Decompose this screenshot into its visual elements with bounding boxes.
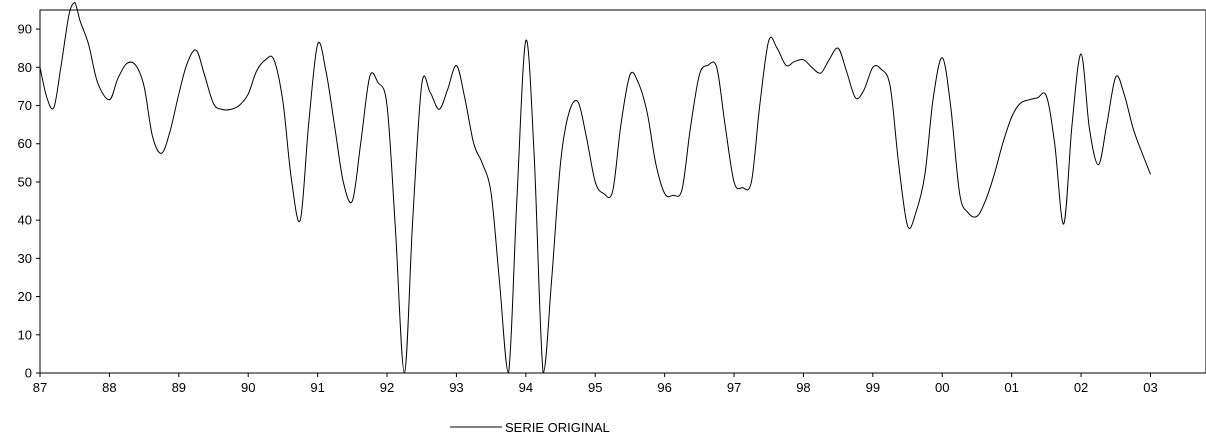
x-axis: 87 88 89 90 91 92 93 94 95 96 97 98 99 00 01 02 03 bbox=[33, 373, 1158, 395]
y-tick-label: 80 bbox=[18, 60, 32, 75]
y-tick-label: 60 bbox=[18, 136, 32, 151]
x-tick-label: 88 bbox=[102, 380, 116, 395]
x-tick-label: 93 bbox=[449, 380, 463, 395]
y-tick-label: 10 bbox=[18, 327, 32, 342]
x-tick-label: 99 bbox=[866, 380, 880, 395]
plot-area-frame bbox=[39, 9, 1206, 374]
x-tick-label: 97 bbox=[727, 380, 741, 395]
x-tick-label: 90 bbox=[241, 380, 255, 395]
x-tick-label: 95 bbox=[588, 380, 602, 395]
series-layer bbox=[39, 1, 1151, 374]
series-line-serie-original bbox=[39, 1, 1151, 374]
x-tick-label: 98 bbox=[796, 380, 810, 395]
x-tick-label: 89 bbox=[172, 380, 186, 395]
y-tick-label: 90 bbox=[18, 22, 32, 37]
y-tick-label: 50 bbox=[18, 174, 32, 189]
x-tick-label: 00 bbox=[935, 380, 949, 395]
y-tick-label: 0 bbox=[25, 366, 32, 381]
x-tick-label: 87 bbox=[33, 380, 47, 395]
y-tick-label: 40 bbox=[18, 213, 32, 228]
x-tick-label: 03 bbox=[1143, 380, 1157, 395]
x-tick-label: 01 bbox=[1004, 380, 1018, 395]
legend-label: SERIE ORIGINAL bbox=[505, 420, 610, 435]
legend: SERIE ORIGINAL bbox=[450, 420, 610, 435]
x-tick-label: 02 bbox=[1074, 380, 1088, 395]
x-tick-label: 92 bbox=[380, 380, 394, 395]
x-tick-label: 94 bbox=[519, 380, 533, 395]
y-tick-label: 70 bbox=[18, 98, 32, 113]
x-tick-label: 91 bbox=[310, 380, 324, 395]
x-tick-label: 96 bbox=[657, 380, 671, 395]
y-tick-label: 20 bbox=[18, 289, 32, 304]
y-axis: 0 10 20 30 40 50 60 70 80 90 bbox=[18, 22, 40, 381]
y-tick-label: 30 bbox=[18, 251, 32, 266]
